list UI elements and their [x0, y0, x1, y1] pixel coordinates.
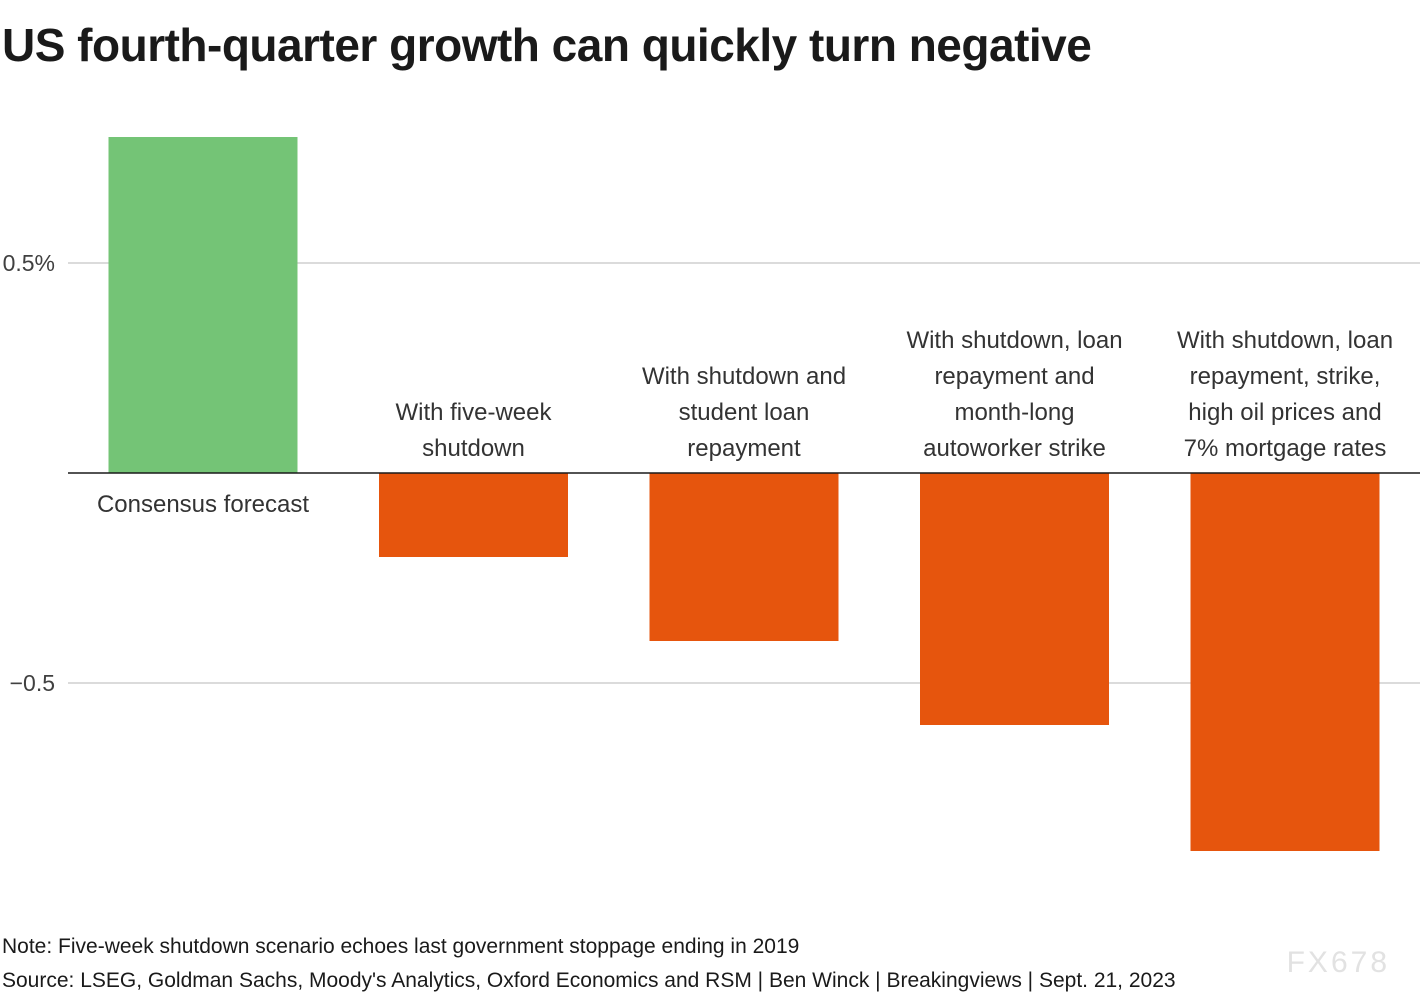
y-tick-label: −0.5 — [10, 670, 55, 696]
category-label: With shutdown, loan repayment, strike, hig… — [1177, 327, 1393, 462]
bar — [649, 473, 839, 641]
footer-note: Note: Five-week shutdown scenario echoes… — [2, 935, 800, 958]
bar — [1190, 473, 1380, 851]
category-label: With shutdown and student loan repayment — [642, 363, 846, 462]
watermark-logo: FX678 — [1286, 946, 1390, 979]
category-label: With five-week shutdown — [395, 399, 552, 462]
footer: Note: Five-week shutdown scenario echoes… — [2, 930, 1176, 998]
bar — [379, 473, 568, 557]
bar — [920, 473, 1109, 725]
bar — [108, 137, 298, 473]
category-label: Consensus forecast — [97, 491, 309, 518]
chart-title: US fourth-quarter growth can quickly tur… — [2, 19, 1092, 71]
category-labels: Consensus forecast With five-week shutdown… — [97, 327, 1393, 518]
bars — [108, 137, 1380, 851]
y-tick-label: 0.5% — [3, 250, 55, 276]
category-label: With shutdown, loan repayment and month-lo… — [906, 327, 1122, 462]
bar-chart: 0.5% −0.5 Consensus forecast With five-wee… — [3, 137, 1420, 851]
footer-source: Source: LSEG, Goldman Sachs, Moody's Ana… — [2, 969, 1176, 992]
